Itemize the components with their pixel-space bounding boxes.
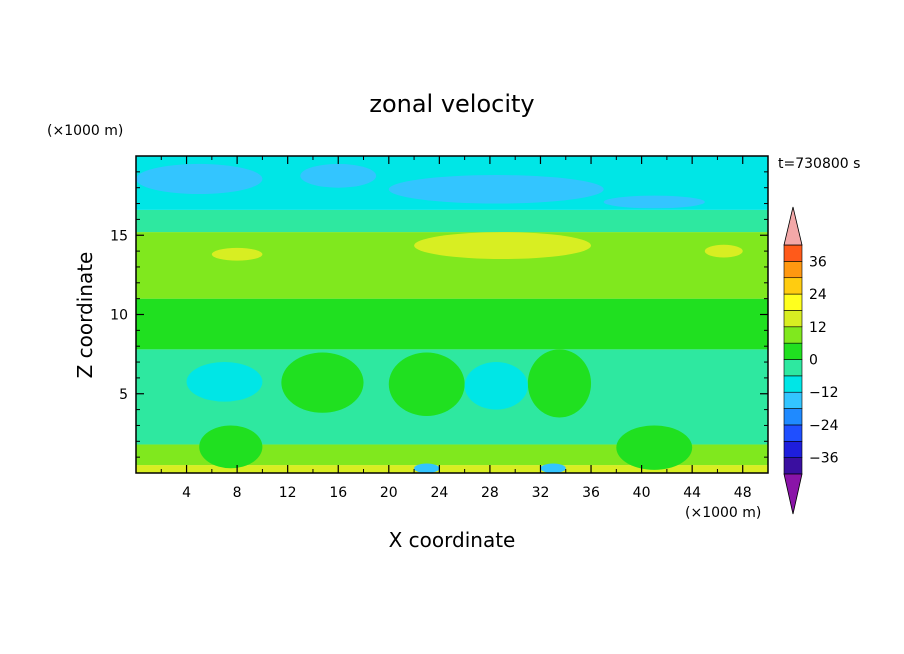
field-feature-0 — [136, 163, 263, 195]
colorbar-swatch — [783, 342, 803, 360]
colorbar-swatch — [783, 424, 803, 442]
x-tick-label: 44 — [683, 485, 701, 501]
y-tick-label: 5 — [119, 387, 128, 403]
field-feature-14 — [414, 463, 440, 473]
colorbar-extend-high — [783, 206, 803, 246]
y-tick-label: 15 — [110, 228, 128, 244]
field-feature-10 — [527, 349, 592, 418]
y-axis-unit: (×1000 m) — [47, 123, 123, 139]
colorbar-swatch — [783, 391, 803, 409]
colorbar-tick-label: 24 — [809, 287, 827, 303]
plot-area — [135, 155, 769, 474]
colorbar-tick-label: −12 — [809, 385, 839, 401]
colorbar-swatch — [783, 440, 803, 458]
chart-title: zonal velocity — [369, 90, 534, 118]
y-axis: 5 10 15 — [110, 171, 768, 458]
field-feature-15 — [540, 463, 566, 473]
field-feature-1 — [300, 163, 377, 188]
x-tick-label: 8 — [233, 485, 242, 501]
colorbar-swatch — [783, 277, 803, 295]
field-feature-6 — [704, 244, 743, 258]
colorbar-swatch — [783, 408, 803, 426]
x-axis-label: X coordinate — [389, 528, 516, 552]
colorbar: 36 24 12 0 −12 −24 −36 — [783, 206, 839, 515]
field-feature-11 — [464, 362, 528, 410]
x-tick-label: 48 — [734, 485, 752, 501]
colorbar-swatch — [783, 326, 803, 344]
x-tick-label: 24 — [430, 485, 448, 501]
x-tick-label: 28 — [481, 485, 499, 501]
field-feature-4 — [414, 232, 592, 260]
colorbar-tick-label: −24 — [809, 418, 839, 434]
field-feature-7 — [186, 362, 263, 402]
time-label: t=730800 s — [778, 156, 860, 172]
field-feature-3 — [603, 195, 705, 209]
colorbar-swatch — [783, 293, 803, 311]
colorbar-swatch — [783, 359, 803, 377]
colorbar-tick-label: −36 — [809, 451, 839, 467]
field-band-3 — [136, 298, 768, 350]
field-band-1 — [136, 444, 768, 466]
x-tick-label: 32 — [532, 485, 550, 501]
x-tick-label: 20 — [380, 485, 398, 501]
field-band-0 — [136, 465, 768, 473]
colorbar-tick-label: 0 — [809, 353, 818, 369]
colorbar-tick-label: 36 — [809, 254, 827, 270]
colorbar-swatch — [783, 310, 803, 328]
x-axis-unit: (×1000 m) — [685, 505, 761, 521]
y-tick-label: 10 — [110, 308, 128, 324]
field-feature-8 — [281, 352, 364, 413]
field-feature-13 — [616, 425, 693, 470]
x-tick-label: 16 — [329, 485, 347, 501]
colorbar-swatch — [783, 375, 803, 393]
colorbar-swatch — [783, 244, 803, 262]
x-tick-label: 36 — [582, 485, 600, 501]
field-feature-5 — [211, 247, 263, 261]
field-feature-12 — [199, 425, 263, 469]
field-band-5 — [136, 209, 768, 233]
colorbar-swatch — [783, 457, 803, 475]
x-tick-label: 12 — [279, 485, 297, 501]
colorbar-swatch — [783, 261, 803, 279]
x-axis: 4 8 12 16 20 24 28 32 36 40 44 48 — [160, 156, 752, 501]
x-tick-label: 4 — [182, 485, 191, 501]
field-feature-9 — [388, 352, 465, 416]
x-tick-label: 40 — [633, 485, 651, 501]
field-feature-2 — [388, 175, 604, 204]
colorbar-extend-low — [783, 473, 803, 515]
y-axis-label: Z coordinate — [73, 252, 97, 379]
colorbar-tick-label: 12 — [809, 320, 827, 336]
